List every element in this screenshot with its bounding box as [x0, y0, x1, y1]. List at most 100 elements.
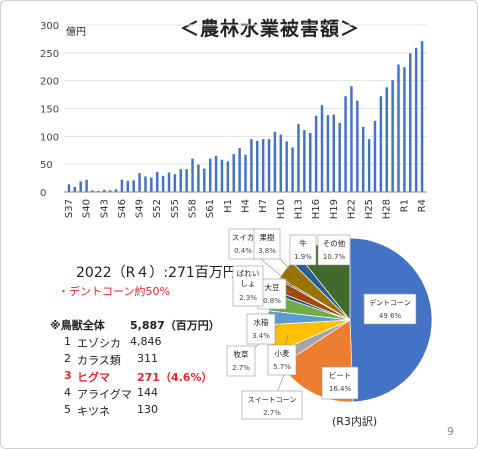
x-tick-label: H16	[311, 199, 322, 219]
pie-slice-pct: 3.8%	[258, 247, 276, 255]
bar	[185, 169, 188, 192]
pie-slice-label: しょ	[241, 279, 256, 288]
bar	[108, 190, 112, 192]
animal-name: キツネ	[77, 405, 110, 418]
x-tick-label: S46	[117, 199, 128, 218]
bar	[197, 164, 200, 192]
pie-slice-pct: 10.7%	[323, 253, 346, 261]
bar	[161, 175, 165, 192]
pie-slice-label: 牧草	[234, 349, 249, 359]
bar	[67, 184, 71, 192]
x-tick-label: S61	[205, 199, 216, 218]
bar	[373, 120, 377, 192]
x-tick-label: S49	[135, 199, 146, 218]
bar	[226, 161, 230, 192]
bar	[279, 134, 283, 192]
x-tick-label: H25	[364, 199, 375, 219]
animal-name: カラス類	[77, 354, 121, 367]
unit-label: 億円	[66, 25, 86, 38]
bar	[138, 173, 141, 192]
y-tick-label: 100	[40, 132, 59, 143]
bar	[144, 176, 147, 192]
bar	[91, 190, 94, 192]
bar	[256, 140, 259, 192]
bar	[232, 154, 235, 192]
pie-label-box	[226, 345, 256, 377]
pie-label-box	[253, 228, 281, 260]
animal-name: アライグマ	[77, 388, 132, 401]
pie-slice-label: 水稲	[254, 317, 269, 327]
bar	[85, 179, 88, 192]
bar	[297, 124, 300, 192]
ranking-header-value: 5,887（百万円）	[130, 319, 220, 332]
x-tick-label: H4	[241, 199, 252, 213]
pie-slice-label: スイートコーン	[248, 396, 297, 404]
bar	[285, 141, 288, 192]
pie-slice-pct: 16.4%	[329, 385, 352, 393]
pie-slice-pct: 49.6%	[379, 312, 402, 320]
x-tick-label: S43	[99, 199, 110, 218]
pie-label-box	[241, 390, 303, 420]
bar	[238, 148, 241, 192]
x-tick-label: H1	[223, 199, 234, 213]
bar	[203, 168, 206, 192]
bar	[403, 67, 406, 192]
pie-slice-label: デントコーン	[369, 298, 411, 307]
bar	[244, 154, 247, 192]
bar	[391, 80, 394, 192]
pie-slice-pct: 0.8%	[263, 297, 281, 305]
bar	[367, 139, 371, 192]
pie-label-box	[246, 313, 276, 345]
damage-value: 130	[137, 403, 158, 416]
pie-slice-pct: 2.7%	[263, 409, 281, 417]
pie-slice-label: 果樹	[260, 232, 275, 242]
bar	[250, 139, 253, 192]
bar	[150, 177, 153, 192]
ranking-header-label: ※鳥獣全体	[50, 319, 105, 332]
bar	[397, 64, 400, 192]
bar	[356, 100, 359, 192]
damage-value: 4,846	[130, 335, 162, 348]
pie-label-box	[267, 344, 297, 376]
rank-number: 1	[64, 335, 71, 348]
x-tick-label: H10	[276, 199, 287, 219]
bar	[332, 114, 336, 192]
bar	[309, 132, 312, 192]
bar	[97, 190, 100, 192]
bar	[167, 172, 171, 192]
bar	[103, 189, 106, 192]
x-tick-label: H7	[258, 199, 269, 213]
pie-label-box	[228, 228, 258, 260]
pie-slice-label: ビート	[329, 371, 352, 380]
rank-number: 2	[64, 352, 71, 365]
y-tick-label: 250	[40, 49, 59, 60]
pie-slice-pct: 1.9%	[294, 253, 312, 261]
bar	[291, 147, 294, 192]
pie-slice-pct: 2.7%	[232, 364, 250, 372]
damage-value: 271（4.6%）	[137, 371, 213, 384]
bar	[261, 139, 265, 192]
pie-slice-pct: 5.7%	[273, 363, 291, 371]
bar	[114, 189, 118, 192]
rank-number: 3	[64, 369, 72, 382]
x-tick-label: H28	[382, 199, 393, 219]
x-tick-label: S52	[152, 199, 163, 218]
bar	[326, 115, 330, 192]
bar	[179, 169, 182, 192]
pie-labels: デントコーン 49.6% ビート 16.4% スイートコーン 2.7% 小麦 5.7% 牧草 2.…	[226, 228, 417, 420]
bar	[173, 174, 177, 192]
bar	[420, 41, 424, 192]
y-tick-labels: 0 50 100 150 200 250 300	[40, 21, 59, 199]
page-number: 9	[447, 425, 454, 438]
x-tick-label: S37	[64, 199, 75, 218]
pie-label-box	[232, 265, 264, 307]
x-tick-label: S55	[170, 199, 181, 218]
bar	[120, 179, 124, 192]
x-tick-labels: S37 S40 S43 S46 S49 S52 S55 S58 S61 H1 H4 H7 H10 H13 H…	[64, 199, 428, 219]
y-tick-label: 300	[40, 21, 59, 32]
bar	[220, 159, 224, 192]
bar-series	[67, 41, 424, 192]
bar	[314, 115, 318, 192]
y-tick-label: 50	[40, 160, 53, 171]
